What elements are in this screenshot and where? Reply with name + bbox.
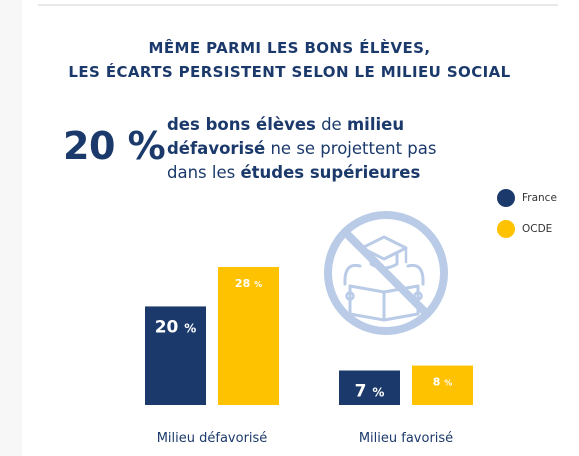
highlight-line1: des bons élèves de milieu: [167, 115, 404, 134]
bar-france-0: [145, 306, 206, 405]
highlight-line1-normal: de: [315, 115, 347, 134]
highlight-line2: défavorisé ne se projettent pas: [167, 139, 436, 158]
data-label-france-1: 7 %: [355, 382, 385, 402]
bars-group: 20 % 28 % 7 % 8 %: [145, 267, 473, 405]
legend-ocde-swatch: [497, 220, 515, 238]
chart-title-line2: LES ÉCARTS PERSISTENT SELON LE MILIEU SO…: [68, 63, 511, 81]
data-label-france-0: 20 %: [155, 317, 197, 337]
x-axis-labels: Milieu défavorisé Milieu favorisé: [157, 431, 453, 446]
card-background: [22, 0, 579, 456]
x-tick-label-1: Milieu favorisé: [359, 431, 453, 446]
highlight-line3: dans les études supérieures: [167, 163, 420, 182]
graduate-reading-book-prohibited-icon: [324, 211, 448, 335]
bar-france-1: [339, 370, 400, 405]
bar-ocde-1: [412, 365, 473, 405]
x-tick-label-0: Milieu défavorisé: [157, 431, 268, 446]
legend-france-label: France: [522, 192, 557, 204]
chart-title-line1: MÊME PARMI LES BONS ÉLÈVES,: [148, 39, 431, 57]
legend-ocde-label: OCDE: [522, 223, 553, 235]
top-divider: [38, 4, 558, 6]
highlight-line3-bold: études supérieures: [240, 163, 421, 182]
highlight-line2-bold: défavorisé: [167, 139, 266, 158]
highlight-line1-bold2: milieu: [346, 115, 405, 134]
highlight-line2-normal: ne se projettent pas: [265, 139, 437, 158]
data-label-ocde-1: 8 %: [433, 376, 453, 389]
big-percentage: 20 %: [63, 124, 166, 168]
data-label-ocde-0: 28 %: [235, 277, 262, 290]
bar-ocde-0: [218, 267, 279, 405]
highlight-line1-bold1: des bons élèves: [167, 115, 316, 134]
legend-france-swatch: [497, 189, 515, 207]
highlight-line3-normal: dans les: [167, 163, 241, 182]
